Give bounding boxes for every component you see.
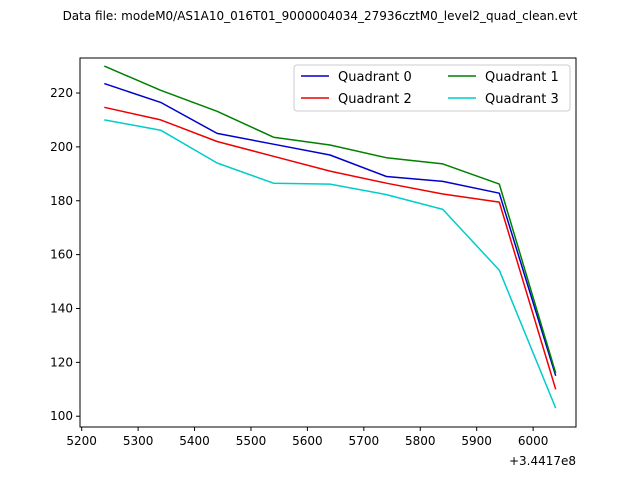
y-tick-label: 160: [50, 248, 73, 262]
y-tick-label: 180: [50, 194, 73, 208]
y-tick-label: 100: [50, 409, 73, 423]
x-tick-label: 5400: [179, 434, 210, 448]
x-tick-label: 5200: [66, 434, 97, 448]
legend-entry-label: Quadrant 1: [485, 70, 559, 85]
x-tick-label: 5300: [123, 434, 154, 448]
x-offset-label: +3.4417e8: [509, 454, 576, 468]
y-tick-label: 140: [50, 301, 73, 315]
y-tick-label: 200: [50, 140, 73, 154]
legend-entry-label: Quadrant 0: [338, 70, 412, 85]
x-tick-label: 5500: [236, 434, 267, 448]
x-tick-label: 5900: [461, 434, 492, 448]
legend: Quadrant 0 Quadrant 1 Quadrant 2 Quadrant 3: [293, 64, 571, 112]
series-line-quadrant-1: [104, 65, 557, 374]
series-layer: [104, 65, 557, 409]
x-tick-label: 5700: [349, 434, 380, 448]
x-tick-label: 5800: [405, 434, 436, 448]
x-tick-label: 5600: [292, 434, 323, 448]
axes-layer: 5200 5300 5400 5500 5600 5700 5800 5900 6000 100 1…: [50, 86, 548, 448]
series-line-quadrant-0: [104, 82, 557, 377]
legend-entry-label: Quadrant 2: [338, 92, 412, 107]
plot-border: [79, 57, 577, 428]
y-tick-label: 220: [50, 86, 73, 100]
series-line-quadrant-3: [104, 119, 557, 409]
chart-title: Data file: modeM0/AS1A10_016T01_90000040…: [63, 9, 578, 23]
legend-box: [293, 64, 571, 112]
x-tick-label: 6000: [518, 434, 549, 448]
series-line-quadrant-2: [104, 106, 557, 390]
plot-frame: [80, 58, 576, 427]
legend-entry-label: Quadrant 3: [485, 92, 559, 107]
y-tick-label: 120: [50, 355, 73, 369]
